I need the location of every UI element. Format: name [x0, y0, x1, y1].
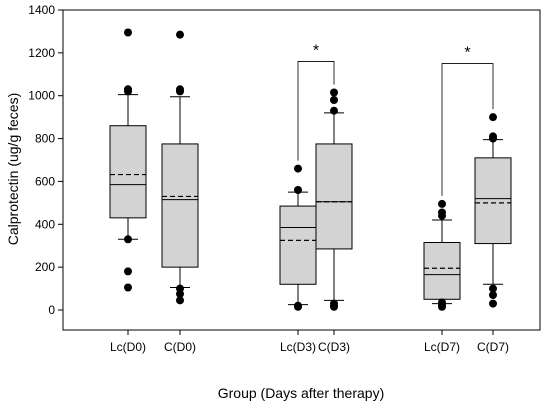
outlier-point	[489, 134, 497, 143]
outlier-point	[330, 96, 338, 104]
y-tick-label: 1400	[28, 3, 55, 17]
significance-annotations: * *	[297, 42, 494, 196]
y-tick-label: 1200	[28, 46, 55, 60]
outlier-point	[330, 88, 338, 97]
x-tick-label: C(D3)	[318, 340, 350, 354]
outlier-point	[330, 106, 338, 115]
outlier-point	[124, 267, 132, 276]
x-tick-label: C(D0)	[164, 340, 196, 354]
outlier-point	[176, 296, 184, 305]
outlier-point	[124, 235, 132, 244]
y-tick-label: 800	[35, 132, 55, 146]
iqr-box	[423, 242, 461, 300]
bracket-line	[441, 63, 494, 196]
significance-bracket: *	[297, 42, 335, 161]
outlier-point	[124, 28, 132, 37]
outlier-point	[124, 87, 132, 96]
outlier-point	[330, 302, 338, 311]
outlier-point	[489, 113, 497, 122]
significance-mark: *	[313, 42, 319, 59]
y-axis: 0 200 400 600 800 1000 1200 1400	[28, 3, 63, 317]
iqr-box	[109, 125, 147, 219]
y-tick-label: 0	[48, 303, 55, 317]
outlier-point	[489, 284, 497, 293]
box-group	[423, 199, 461, 311]
outlier-point	[294, 164, 302, 173]
outlier-point	[294, 302, 302, 311]
iqr-box	[161, 143, 199, 268]
box-group	[109, 28, 147, 292]
outlier-point	[124, 283, 132, 292]
outlier-point	[489, 291, 497, 299]
y-tick-label: 200	[35, 260, 55, 274]
y-axis-title: Calprotectin (ug/g feces)	[5, 93, 21, 246]
outlier-point	[489, 299, 497, 308]
significance-mark: *	[464, 45, 470, 62]
iqr-box	[279, 205, 317, 285]
iqr-box	[315, 143, 353, 250]
outlier-point	[176, 289, 184, 298]
box-series	[109, 28, 512, 311]
outlier-point	[176, 87, 184, 96]
x-axis: Lc(D0) C(D0) Lc(D3) C(D3) Lc(D7) C(D7)	[110, 330, 509, 354]
box-group	[315, 88, 353, 311]
outlier-point	[438, 211, 446, 220]
x-axis-title: Group (Days after therapy)	[218, 385, 385, 401]
box-group	[161, 30, 199, 305]
x-tick-label: Lc(D3)	[280, 340, 316, 354]
plot-frame	[62, 9, 541, 331]
outlier-point	[438, 199, 446, 208]
x-tick-label: Lc(D0)	[110, 340, 146, 354]
x-tick-label: Lc(D7)	[424, 340, 460, 354]
outlier-point	[176, 30, 184, 39]
significance-bracket: *	[441, 45, 494, 196]
y-tick-label: 600	[35, 174, 55, 188]
box-group	[279, 164, 317, 311]
y-tick-label: 1000	[28, 89, 55, 103]
outlier-point	[438, 302, 446, 311]
bracket-line	[297, 61, 335, 161]
outlier-point	[294, 186, 302, 194]
y-tick-label: 400	[35, 217, 55, 231]
iqr-box	[474, 157, 512, 245]
box-group	[474, 113, 512, 308]
x-tick-label: C(D7)	[477, 340, 509, 354]
